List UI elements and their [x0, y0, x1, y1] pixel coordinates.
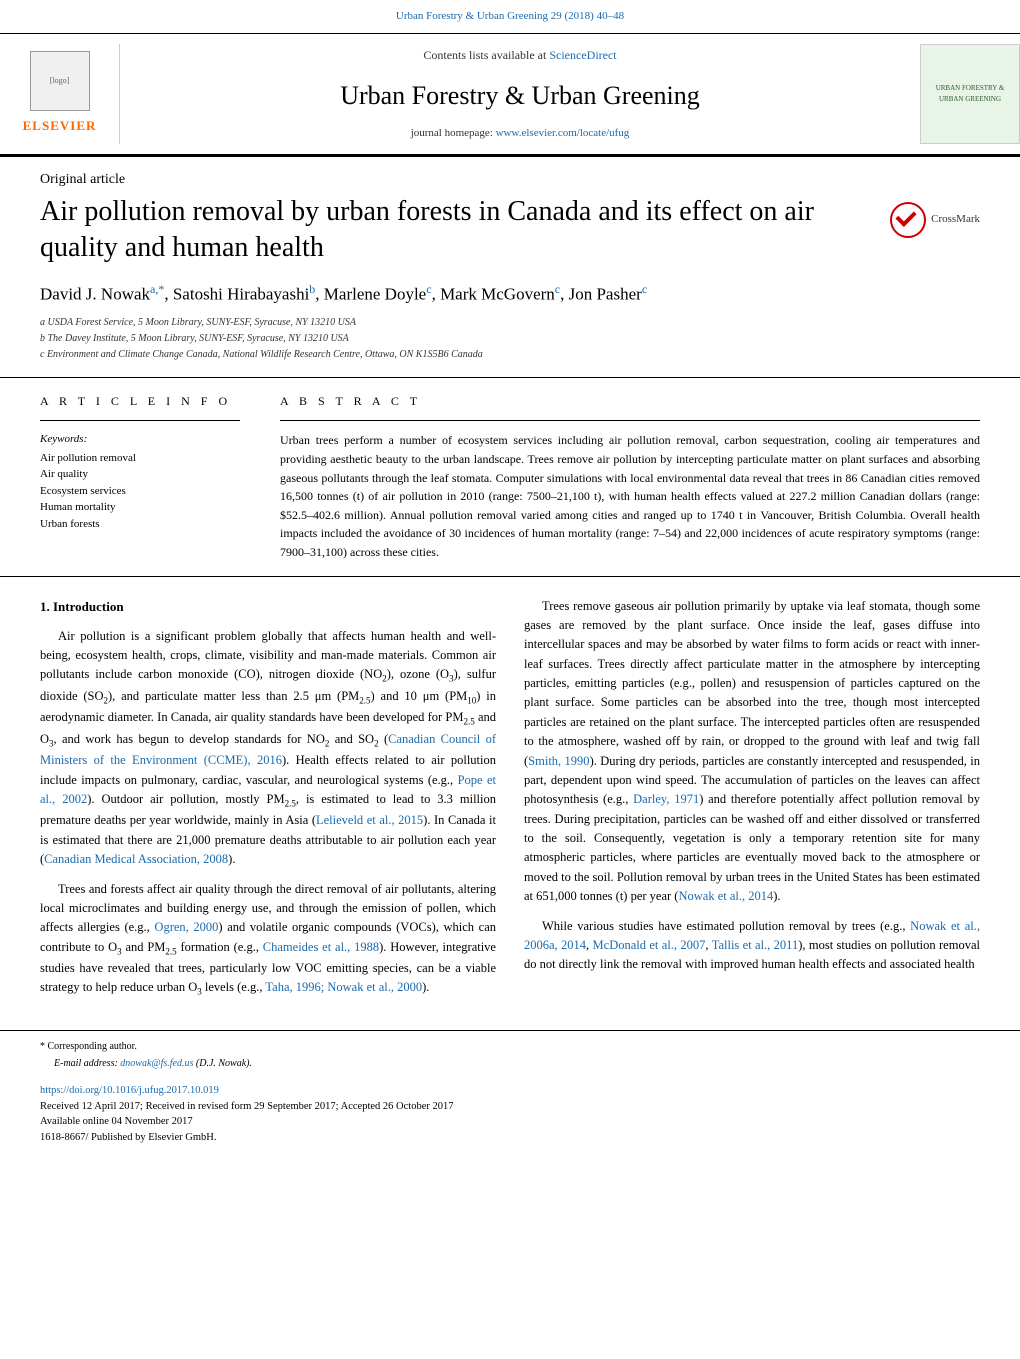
- crossmark-badge[interactable]: CrossMark: [890, 202, 980, 238]
- keyword: Urban forests: [40, 516, 240, 533]
- body-paragraph: While various studies have estimated pol…: [524, 917, 980, 975]
- email-suffix: (D.J. Nowak).: [193, 1058, 252, 1069]
- elsevier-brand-text: ELSEVIER: [23, 116, 97, 136]
- journal-cover-thumbnail[interactable]: URBAN FORESTRY & URBAN GREENING: [920, 44, 1020, 144]
- keyword: Ecosystem services: [40, 483, 240, 500]
- homepage-prefix: journal homepage:: [411, 127, 496, 139]
- keywords-label: Keywords:: [40, 431, 240, 448]
- article-title: Air pollution removal by urban forests i…: [40, 194, 890, 267]
- affiliation: c Environment and Climate Change Canada,…: [40, 347, 980, 363]
- article-info-heading: A R T I C L E I N F O: [40, 392, 240, 421]
- crossmark-label: CrossMark: [931, 211, 980, 228]
- body-paragraph: Air pollution is a significant problem g…: [40, 627, 496, 870]
- info-abstract-row: A R T I C L E I N F O Keywords: Air poll…: [0, 377, 1020, 576]
- journal-citation-link[interactable]: Urban Forestry & Urban Greening 29 (2018…: [0, 0, 1020, 34]
- author-email[interactable]: dnowak@fs.fed.us: [120, 1058, 193, 1069]
- affiliation: b The Davey Institute, 5 Moon Library, S…: [40, 331, 980, 347]
- main-body: 1. Introduction Air pollution is a signi…: [0, 577, 1020, 1020]
- intro-heading: 1. Introduction: [40, 597, 496, 617]
- title-row: Air pollution removal by urban forests i…: [0, 194, 1020, 267]
- contents-prefix: Contents lists available at: [423, 48, 549, 62]
- elsevier-logo[interactable]: [logo] ELSEVIER: [0, 44, 120, 144]
- article-type: Original article: [0, 157, 1020, 194]
- sciencedirect-link[interactable]: ScienceDirect: [549, 48, 616, 62]
- available-online: Available online 04 November 2017: [40, 1114, 980, 1130]
- corresponding-text: Corresponding author.: [48, 1041, 137, 1052]
- keyword: Air pollution removal: [40, 450, 240, 467]
- received-dates: Received 12 April 2017; Received in revi…: [40, 1099, 980, 1115]
- homepage-url[interactable]: www.elsevier.com/locate/ufug: [496, 127, 630, 139]
- abstract-column: A B S T R A C T Urban trees perform a nu…: [260, 378, 980, 575]
- corresponding-marker: *: [40, 1041, 48, 1052]
- contents-list-line: Contents lists available at ScienceDirec…: [120, 46, 920, 64]
- keyword: Human mortality: [40, 499, 240, 516]
- keyword: Air quality: [40, 466, 240, 483]
- article-info-column: A R T I C L E I N F O Keywords: Air poll…: [40, 378, 260, 575]
- journal-header: [logo] ELSEVIER Contents lists available…: [0, 34, 1020, 157]
- abstract-text: Urban trees perform a number of ecosyste…: [280, 431, 980, 561]
- issn-publisher: 1618-8667/ Published by Elsevier GmbH.: [40, 1130, 980, 1146]
- email-label: E-mail address:: [54, 1058, 120, 1069]
- journal-name: Urban Forestry & Urban Greening: [120, 76, 920, 115]
- body-paragraph: Trees and forests affect air quality thr…: [40, 880, 496, 1000]
- abstract-heading: A B S T R A C T: [280, 392, 980, 421]
- affiliation: a USDA Forest Service, 5 Moon Library, S…: [40, 315, 980, 331]
- journal-homepage-line: journal homepage: www.elsevier.com/locat…: [120, 125, 920, 142]
- doi-link[interactable]: https://doi.org/10.1016/j.ufug.2017.10.0…: [40, 1083, 980, 1099]
- email-line: E-mail address: dnowak@fs.fed.us (D.J. N…: [54, 1056, 980, 1071]
- header-center: Contents lists available at ScienceDirec…: [120, 46, 920, 142]
- body-paragraph: Trees remove gaseous air pollution prima…: [524, 597, 980, 907]
- crossmark-icon: [890, 202, 926, 238]
- authors-list: David J. Nowaka,*, Satoshi Hirabayashib,…: [0, 266, 1020, 315]
- affiliations-block: a USDA Forest Service, 5 Moon Library, S…: [0, 315, 1020, 377]
- footer: * Corresponding author. E-mail address: …: [0, 1030, 1020, 1166]
- corresponding-author: * Corresponding author.: [40, 1039, 980, 1054]
- elsevier-tree-icon: [logo]: [30, 51, 90, 111]
